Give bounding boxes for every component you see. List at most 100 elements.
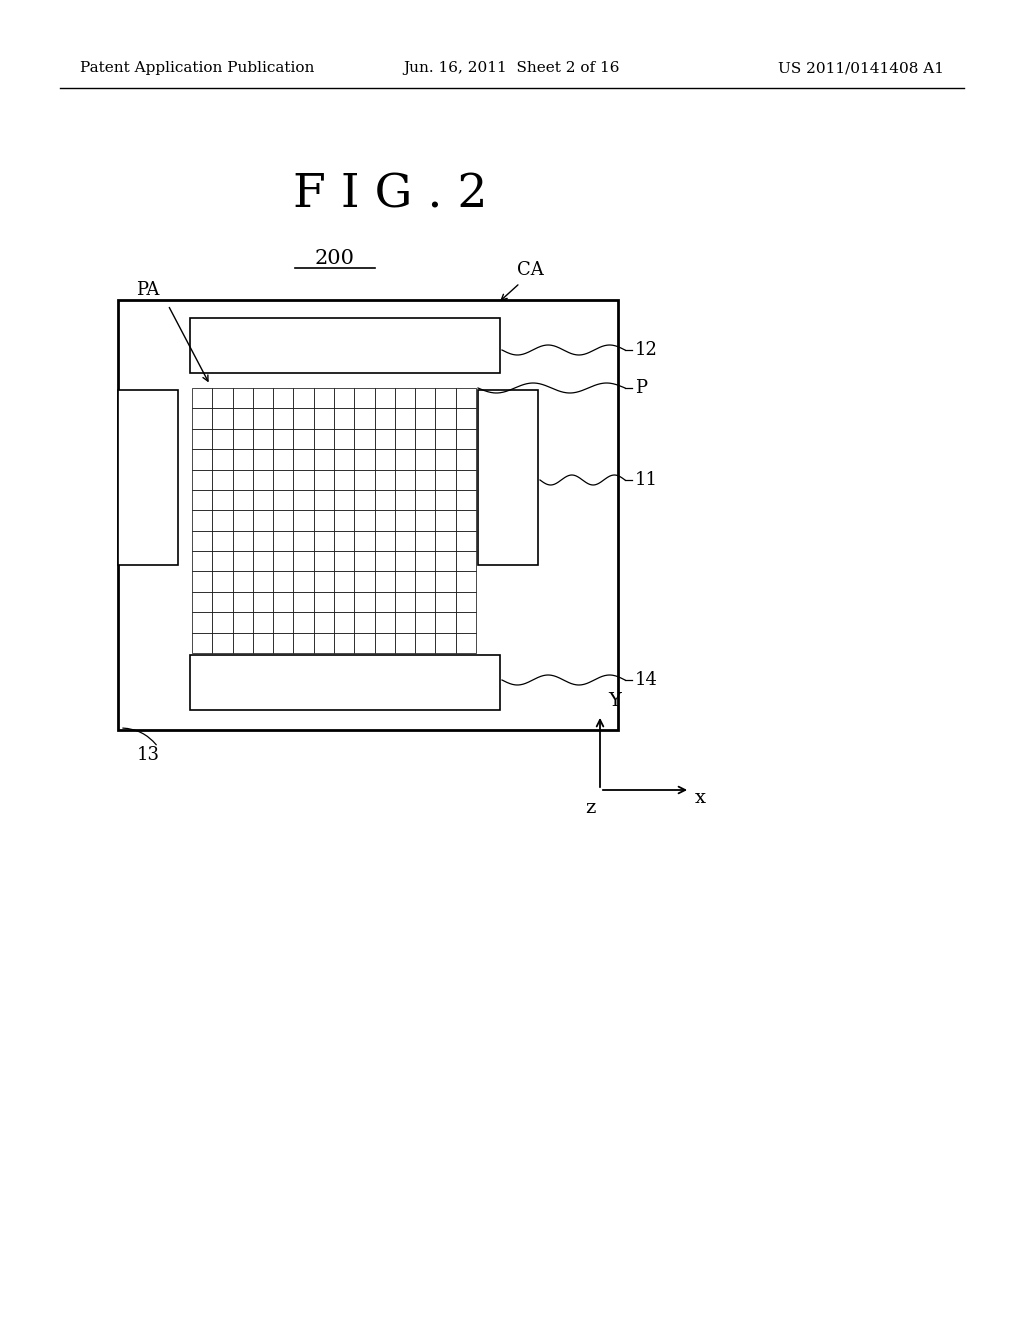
- Bar: [334, 429, 354, 449]
- Bar: [193, 490, 212, 511]
- Bar: [415, 470, 435, 490]
- Bar: [273, 429, 294, 449]
- Bar: [435, 531, 456, 550]
- Bar: [334, 591, 354, 612]
- Bar: [354, 429, 375, 449]
- Bar: [232, 449, 253, 470]
- Bar: [334, 550, 354, 572]
- Bar: [415, 490, 435, 511]
- Bar: [435, 612, 456, 632]
- Bar: [193, 591, 212, 612]
- Bar: [253, 388, 273, 408]
- Bar: [395, 612, 415, 632]
- Bar: [395, 591, 415, 612]
- Bar: [354, 408, 375, 429]
- Bar: [273, 511, 294, 531]
- Bar: [354, 388, 375, 408]
- Bar: [212, 572, 232, 591]
- Bar: [193, 632, 212, 653]
- Bar: [193, 572, 212, 591]
- Bar: [456, 591, 476, 612]
- Bar: [294, 591, 313, 612]
- Bar: [193, 612, 212, 632]
- Bar: [313, 591, 334, 612]
- Bar: [253, 572, 273, 591]
- Bar: [415, 449, 435, 470]
- Bar: [354, 490, 375, 511]
- Text: z: z: [585, 799, 595, 817]
- Bar: [232, 511, 253, 531]
- Text: PA: PA: [136, 281, 160, 300]
- Bar: [375, 531, 395, 550]
- Bar: [435, 591, 456, 612]
- Bar: [354, 572, 375, 591]
- Bar: [232, 531, 253, 550]
- Bar: [193, 531, 212, 550]
- Bar: [212, 388, 232, 408]
- Bar: [273, 408, 294, 429]
- Bar: [190, 318, 500, 374]
- Bar: [395, 490, 415, 511]
- Bar: [354, 591, 375, 612]
- Text: Jun. 16, 2011  Sheet 2 of 16: Jun. 16, 2011 Sheet 2 of 16: [403, 61, 621, 75]
- Bar: [334, 612, 354, 632]
- Bar: [118, 389, 178, 565]
- Bar: [435, 449, 456, 470]
- Bar: [190, 655, 500, 710]
- Bar: [253, 490, 273, 511]
- Bar: [375, 591, 395, 612]
- Bar: [415, 429, 435, 449]
- Bar: [313, 572, 334, 591]
- Bar: [253, 531, 273, 550]
- Bar: [118, 300, 618, 730]
- Bar: [334, 408, 354, 429]
- Text: CA: CA: [517, 261, 544, 279]
- Bar: [313, 632, 334, 653]
- Bar: [294, 449, 313, 470]
- Bar: [273, 470, 294, 490]
- Bar: [375, 449, 395, 470]
- Bar: [232, 429, 253, 449]
- Text: US 2011/0141408 A1: US 2011/0141408 A1: [778, 61, 944, 75]
- Bar: [456, 490, 476, 511]
- Bar: [478, 389, 538, 565]
- Bar: [334, 470, 354, 490]
- Bar: [395, 429, 415, 449]
- Bar: [273, 612, 294, 632]
- Bar: [273, 632, 294, 653]
- Bar: [193, 429, 212, 449]
- Text: P: P: [635, 379, 647, 397]
- Bar: [294, 531, 313, 550]
- Bar: [193, 388, 212, 408]
- Bar: [193, 550, 212, 572]
- Bar: [456, 531, 476, 550]
- Bar: [212, 591, 232, 612]
- Bar: [395, 408, 415, 429]
- Bar: [253, 408, 273, 429]
- Bar: [375, 470, 395, 490]
- Bar: [354, 531, 375, 550]
- Bar: [232, 591, 253, 612]
- Bar: [232, 612, 253, 632]
- Bar: [294, 511, 313, 531]
- Bar: [294, 490, 313, 511]
- Bar: [273, 591, 294, 612]
- Bar: [313, 388, 334, 408]
- Bar: [456, 470, 476, 490]
- Bar: [273, 572, 294, 591]
- Bar: [334, 572, 354, 591]
- Bar: [313, 470, 334, 490]
- Bar: [212, 470, 232, 490]
- Bar: [375, 388, 395, 408]
- Bar: [294, 550, 313, 572]
- Bar: [415, 511, 435, 531]
- Bar: [313, 449, 334, 470]
- Bar: [193, 408, 212, 429]
- Bar: [456, 632, 476, 653]
- Bar: [456, 388, 476, 408]
- Bar: [395, 531, 415, 550]
- Bar: [232, 550, 253, 572]
- Bar: [375, 632, 395, 653]
- Bar: [456, 572, 476, 591]
- Bar: [456, 550, 476, 572]
